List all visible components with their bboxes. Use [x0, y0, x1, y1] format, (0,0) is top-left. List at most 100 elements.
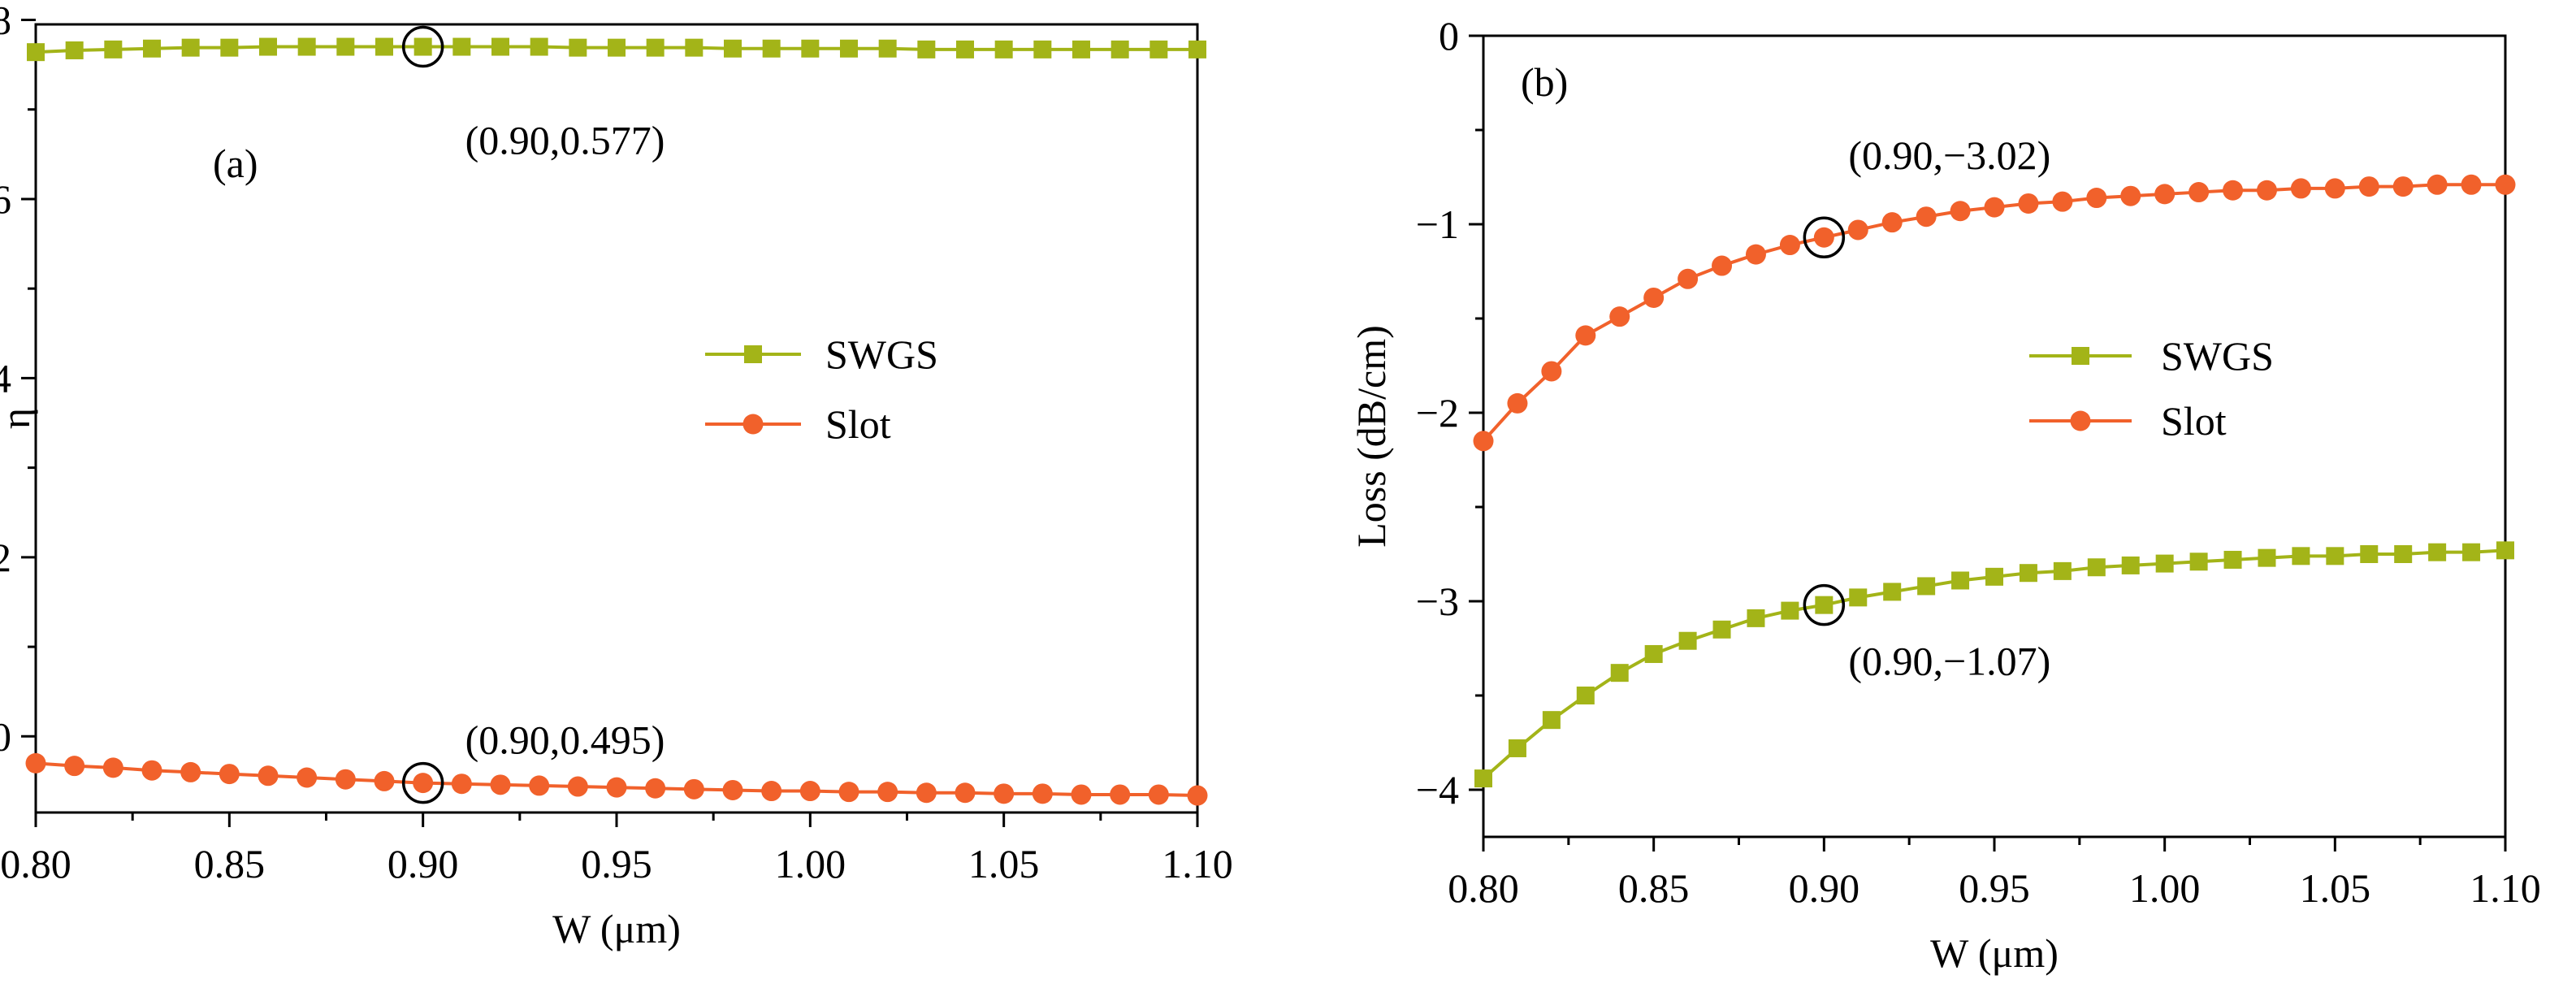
data-point-square	[2189, 552, 2208, 571]
data-point-circle	[1984, 197, 2005, 218]
data-point-square	[2292, 547, 2310, 566]
data-point-circle	[2427, 174, 2448, 195]
data-point-square	[2394, 545, 2413, 563]
data-point-circle	[2189, 182, 2210, 203]
x-tick-label: 1.00	[775, 841, 846, 886]
data-point-circle	[722, 779, 743, 800]
data-point-circle	[567, 776, 588, 797]
data-point-circle	[838, 782, 859, 803]
data-point-circle	[1712, 255, 1733, 276]
data-point-circle	[799, 781, 820, 802]
data-point-square	[569, 38, 587, 57]
y-tick-label: 0.58	[0, 0, 11, 42]
data-point-circle	[1473, 431, 1494, 452]
x-tick-label: 0.90	[387, 841, 459, 886]
data-point-circle	[25, 752, 46, 774]
data-point-square	[1644, 644, 1663, 663]
data-point-square	[1072, 40, 1090, 58]
panel-b: 0.80 0.85 0.90 0.95 1.00 1.05 1.10 0 −1 −2 −3 −4 W (…	[1349, 13, 2541, 976]
data-point-circle	[413, 773, 434, 794]
data-point-square	[1508, 739, 1526, 757]
x-tick-label: 0.95	[1959, 865, 2030, 911]
data-point-square	[646, 38, 665, 57]
data-point-square	[452, 37, 471, 56]
data-point-circle	[1507, 392, 1528, 414]
annotation-label: (0.90,0.577)	[465, 118, 665, 163]
legend: SWGS Slot	[705, 332, 938, 447]
data-point-circle	[2324, 178, 2345, 199]
data-point-square	[297, 37, 316, 56]
series-swgs	[1474, 541, 2514, 788]
legend-label: Slot	[825, 401, 891, 447]
data-point-square	[1110, 40, 1129, 58]
data-point-circle	[606, 777, 627, 798]
y-tick-label: 0	[1439, 13, 1459, 58]
data-point-circle	[1643, 287, 1665, 308]
annotation-ring	[1803, 216, 1846, 258]
data-point-circle	[1609, 306, 1630, 327]
x-tick-label: 0.80	[0, 841, 71, 886]
x-tick-label: 1.00	[2129, 865, 2201, 911]
data-point-square	[1781, 601, 1799, 620]
data-point-square	[2019, 564, 2037, 583]
x-tick-label: 0.85	[194, 841, 266, 886]
data-point-circle	[490, 774, 511, 795]
data-point-circle	[1071, 784, 1092, 805]
data-point-circle	[180, 761, 201, 782]
data-point-square	[65, 41, 84, 59]
data-point-square	[2121, 556, 2140, 574]
data-point-square	[917, 40, 936, 58]
data-point-square	[685, 38, 704, 57]
data-point-circle	[683, 778, 704, 800]
data-point-circle	[102, 757, 123, 778]
data-point-circle	[1148, 784, 1169, 805]
data-point-circle	[1881, 212, 1903, 233]
y-axis-title: Loss (dB/cm)	[1349, 325, 1394, 548]
legend-marker-circle	[2070, 410, 2091, 431]
data-point-circle	[1916, 206, 1937, 228]
data-point-square	[220, 38, 239, 57]
data-point-circle	[2495, 174, 2516, 195]
data-point-circle	[2052, 191, 2073, 212]
data-point-square	[1149, 40, 1168, 58]
legend: SWGS Slot	[2029, 333, 2274, 444]
data-point-square	[530, 37, 548, 56]
data-point-square	[1712, 620, 1731, 639]
y-tick-label: 0.56	[0, 176, 11, 222]
data-point-square	[104, 40, 123, 58]
data-point-circle	[335, 769, 356, 790]
data-point-square	[608, 38, 626, 57]
legend-marker-circle	[742, 414, 764, 435]
panel-label: (b)	[1521, 59, 1568, 105]
data-point-square	[1610, 664, 1629, 682]
data-point-square	[2326, 547, 2344, 566]
data-point-circle	[141, 760, 162, 781]
data-point-circle	[219, 764, 240, 785]
legend-label: Slot	[2161, 398, 2227, 444]
data-point-circle	[1779, 235, 1800, 256]
data-point-circle	[1813, 227, 1834, 248]
data-point-square	[1883, 583, 1902, 601]
data-point-circle	[2290, 178, 2311, 199]
data-point-square	[491, 37, 509, 56]
data-point-square	[1849, 588, 1868, 607]
data-point-square	[994, 40, 1013, 58]
data-point-circle	[955, 782, 976, 804]
data-point-circle	[451, 774, 472, 795]
y-tick-label: −2	[1416, 390, 1459, 436]
data-point-circle	[529, 775, 550, 796]
y-tick-label: 0.54	[0, 355, 11, 401]
x-tick-label: 0.80	[1448, 865, 1519, 911]
data-point-circle	[2461, 174, 2482, 195]
y-axis-title: η	[0, 408, 38, 429]
data-point-circle	[761, 781, 782, 802]
legend-label: SWGS	[825, 332, 938, 377]
data-point-square	[259, 37, 277, 56]
x-tick-label: 0.85	[1618, 865, 1690, 911]
x-tick-label: 0.90	[1789, 865, 1860, 911]
annotation-label: (0.90,−3.02)	[1848, 132, 2050, 178]
data-point-square	[27, 43, 45, 62]
data-point-square	[1474, 769, 1492, 788]
y-tick-label: −1	[1416, 202, 1459, 247]
